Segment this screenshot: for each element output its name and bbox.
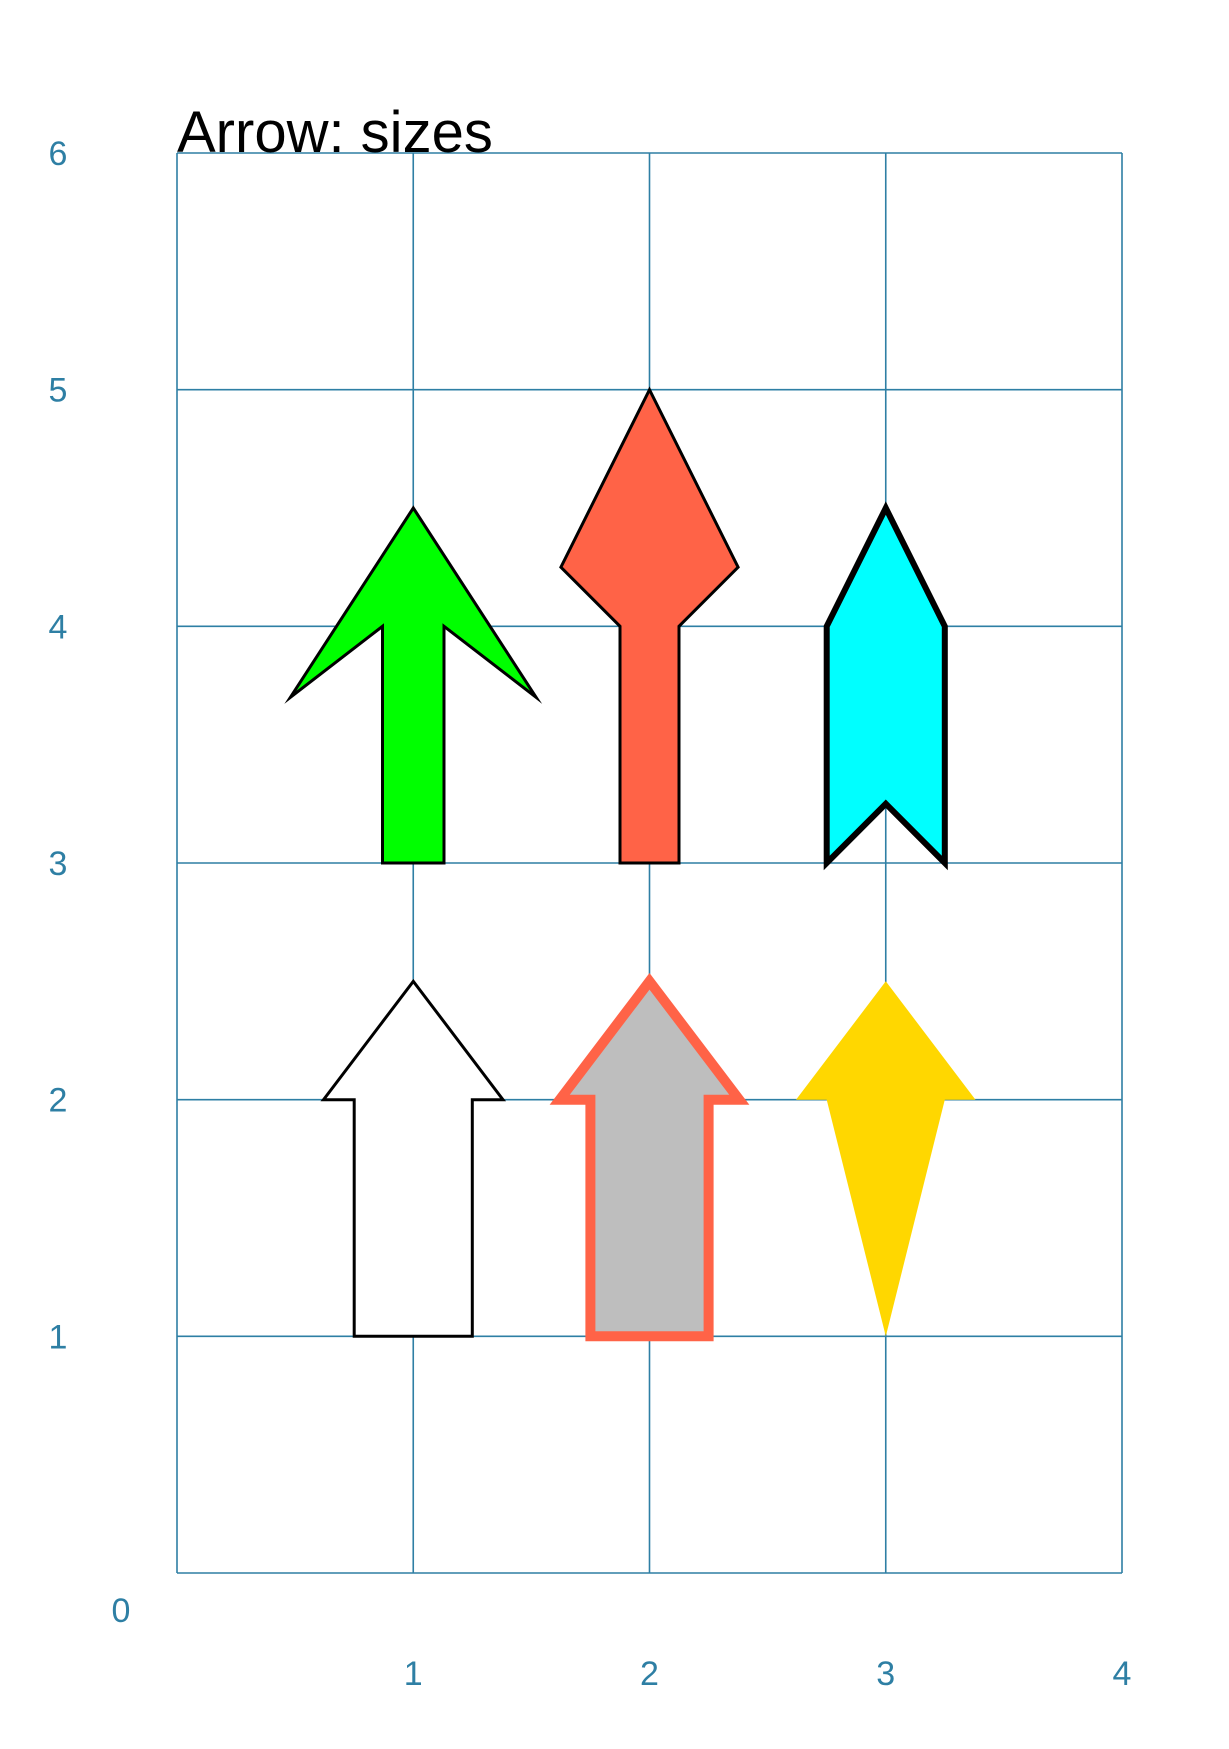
- x-tick-label: 1: [404, 1655, 423, 1693]
- y-tick-label: 4: [49, 608, 68, 646]
- y-tick-label: 5: [49, 372, 68, 410]
- arrows: [284, 386, 976, 1342]
- y-tick-label: 6: [49, 135, 68, 173]
- cyan-arrow: [823, 501, 948, 871]
- x-tick-label: 2: [640, 1655, 659, 1693]
- y-tick-label: 1: [49, 1318, 68, 1356]
- y-tick-label: 3: [49, 845, 68, 883]
- gold-arrow: [796, 981, 976, 1337]
- diagram-title: Arrow: sizes: [177, 100, 493, 165]
- gray-arrow: [549, 973, 750, 1342]
- axis-tick-labels: 1 2 3 4 0 1 2 3 4 5 6: [49, 135, 1132, 1693]
- green-arrow: [284, 505, 543, 865]
- white-arrow: [320, 978, 507, 1338]
- x-tick-label: 3: [876, 1655, 895, 1693]
- y-tick-label: 2: [49, 1082, 68, 1120]
- y-tick-label: 0: [112, 1592, 131, 1630]
- x-tick-label: 4: [1113, 1655, 1132, 1693]
- tomato-arrow: [559, 386, 740, 865]
